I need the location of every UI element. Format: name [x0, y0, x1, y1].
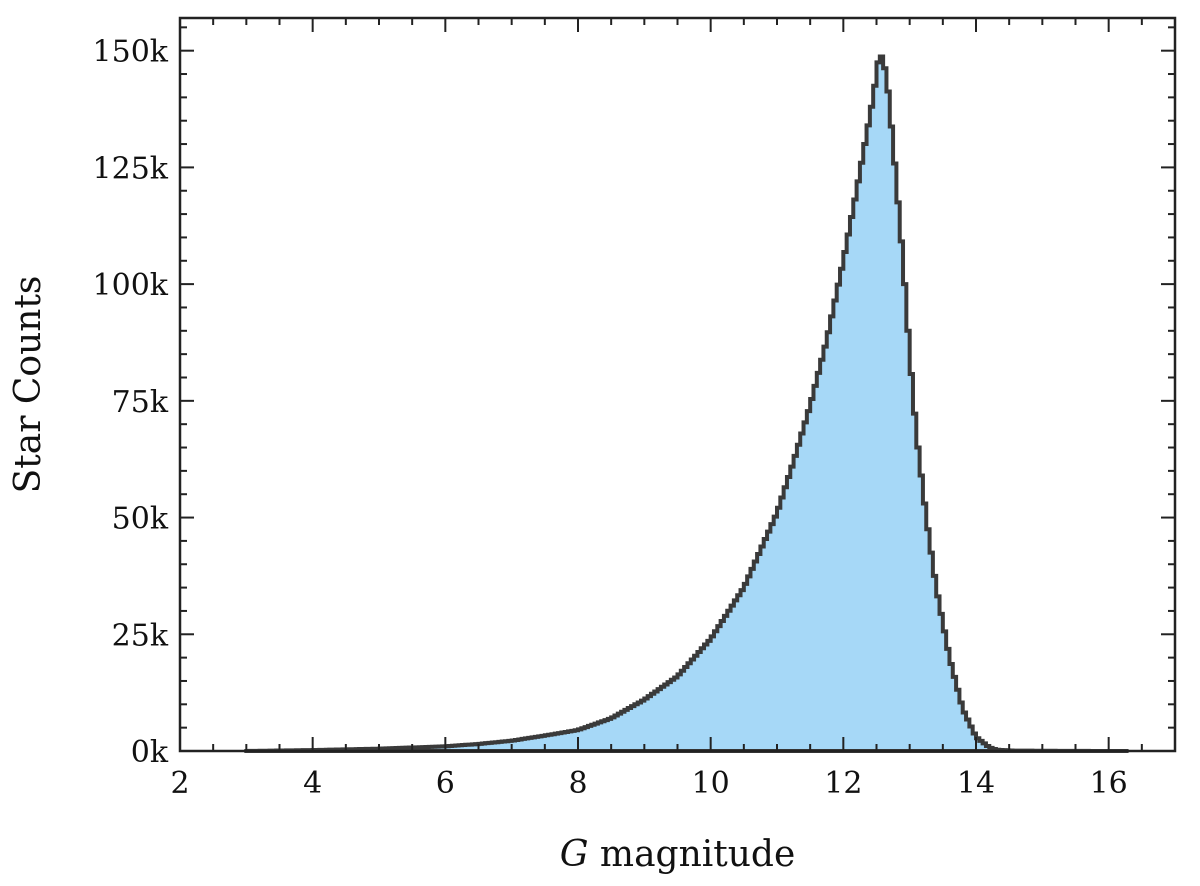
y-tick-label: 150k [93, 35, 169, 70]
x-tick-label: 4 [303, 766, 322, 801]
x-tick-label: 16 [1090, 766, 1128, 801]
y-tick-label: 0k [131, 735, 169, 770]
x-tick-label: 12 [824, 766, 862, 801]
x-axis-title-rest: magnitude [588, 834, 795, 875]
y-tick-label: 125k [93, 151, 169, 186]
y-axis-title: Star Counts [8, 276, 49, 494]
x-axis-title: G magnitude [560, 834, 796, 875]
histogram-outline [244, 54, 1129, 753]
y-tick-label: 50k [112, 502, 169, 537]
histogram-fill [246, 56, 1129, 751]
x-tick-label: 14 [957, 766, 995, 801]
y-tick-label: 100k [93, 268, 169, 303]
plot-area [244, 54, 1129, 753]
x-tick-label: 6 [436, 766, 455, 801]
tick-labels: 2 4 6 8 10 12 14 16 0k 25k 50k 75k 100k 125k 150k [93, 35, 1128, 801]
x-tick-label: 10 [692, 766, 730, 801]
x-tick-label: 8 [568, 766, 587, 801]
y-tick-label: 25k [112, 618, 169, 653]
y-tick-label: 75k [112, 385, 169, 420]
plot-frame [178, 16, 1177, 753]
axis-ticks [179, 18, 1176, 752]
x-tick-label: 2 [170, 766, 189, 801]
x-axis-title-variable: G [560, 834, 589, 875]
